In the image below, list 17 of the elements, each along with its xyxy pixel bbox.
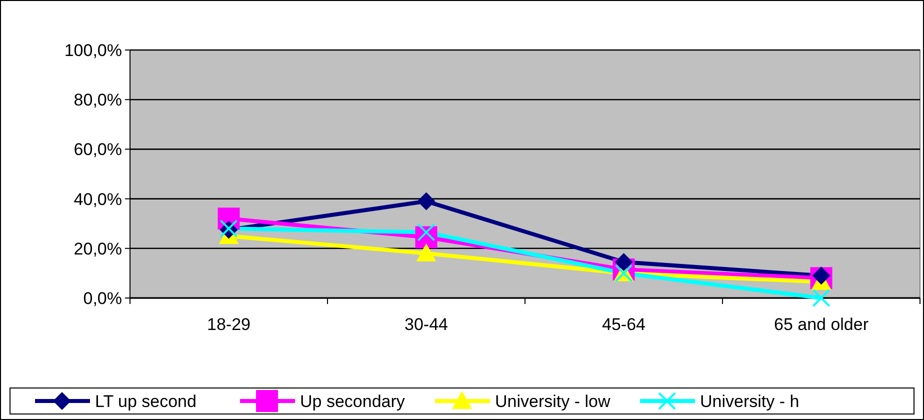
y-tick-label: 60,0% [74,140,122,160]
legend-label: Up secondary [300,392,406,411]
point [812,289,830,307]
legend-label: LT up second [95,392,196,411]
x-tick-label: 45-64 [602,315,646,334]
x-tick-label: 65 and older [774,315,869,334]
legend-label: University - low [495,392,611,411]
y-tick-label: 80,0% [74,90,122,110]
y-tick-label: 100,0% [64,40,122,60]
legend-label: University - h [700,392,800,411]
x-tick-label: 30-44 [404,315,448,334]
y-tick-label: 40,0% [74,190,122,209]
y-tick-label: 20,0% [74,239,122,258]
x-tick-label: 18-29 [207,315,250,334]
y-tick-label: 0,0% [83,288,122,308]
point [416,243,436,262]
point [417,192,436,210]
